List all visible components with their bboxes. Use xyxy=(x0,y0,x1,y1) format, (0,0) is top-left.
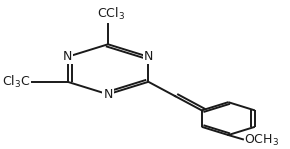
Text: OCH$_3$: OCH$_3$ xyxy=(244,132,279,148)
Text: N: N xyxy=(103,88,113,101)
Text: CCl$_3$: CCl$_3$ xyxy=(97,6,125,22)
Text: Cl$_3$C: Cl$_3$C xyxy=(2,74,30,90)
Text: N: N xyxy=(63,50,72,63)
Text: N: N xyxy=(144,50,153,63)
